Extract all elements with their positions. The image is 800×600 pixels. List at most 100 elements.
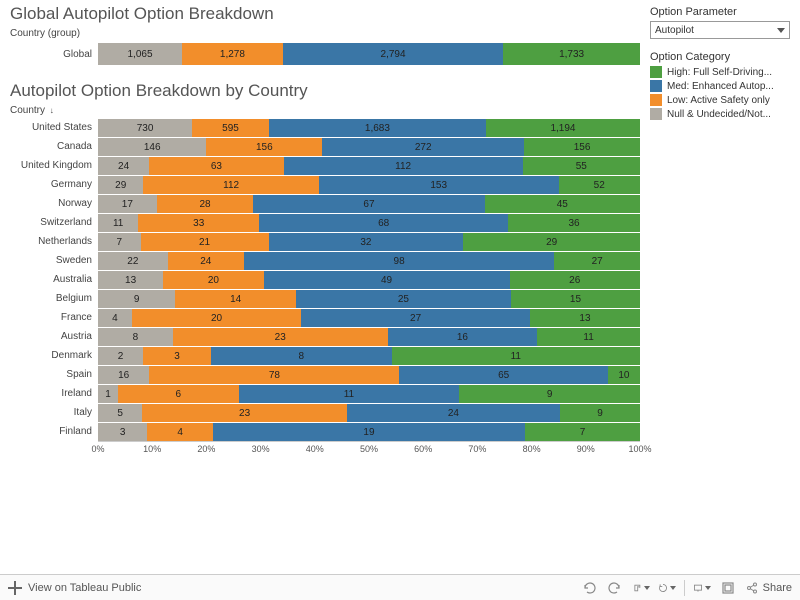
bar-segment-null[interactable]: 3 xyxy=(98,423,147,441)
country-bar[interactable]: 146156272156 xyxy=(98,137,640,156)
bar-segment-high[interactable]: 1,733 xyxy=(503,43,640,65)
bar-segment-med[interactable]: 68 xyxy=(259,214,508,232)
bar-segment-low[interactable]: 4 xyxy=(147,423,213,441)
revert-icon[interactable] xyxy=(632,579,650,597)
bar-segment-med[interactable]: 11 xyxy=(239,385,460,403)
bar-segment-low[interactable]: 23 xyxy=(142,404,346,422)
view-on-tableau[interactable]: View on Tableau Public xyxy=(8,581,141,595)
legend-item[interactable]: Low: Active Safety only xyxy=(650,94,790,106)
country-bar[interactable]: 7213229 xyxy=(98,232,640,251)
country-bar[interactable]: 23811 xyxy=(98,346,640,365)
bar-segment-null[interactable]: 7 xyxy=(98,233,141,251)
country-bar[interactable]: 523249 xyxy=(98,403,640,422)
bar-segment-high[interactable]: 10 xyxy=(608,366,640,384)
bar-segment-med[interactable]: 32 xyxy=(269,233,464,251)
bar-segment-high[interactable]: 29 xyxy=(463,233,640,251)
bar-segment-low[interactable]: 20 xyxy=(163,271,263,289)
bar-segment-low[interactable]: 28 xyxy=(157,195,254,213)
bar-segment-null[interactable]: 1 xyxy=(98,385,118,403)
bar-segment-low[interactable]: 14 xyxy=(175,290,295,308)
bar-segment-med[interactable]: 19 xyxy=(213,423,525,441)
bar-segment-high[interactable]: 11 xyxy=(537,328,640,346)
bar-segment-high[interactable]: 45 xyxy=(485,195,640,213)
country-bar[interactable]: 11336836 xyxy=(98,213,640,232)
bar-segment-high[interactable]: 9 xyxy=(459,385,640,403)
country-bar[interactable]: 17286745 xyxy=(98,194,640,213)
bar-segment-med[interactable]: 27 xyxy=(301,309,530,327)
undo-icon[interactable] xyxy=(580,579,598,597)
country-bar[interactable]: 7305951,6831,194 xyxy=(98,118,640,137)
bar-segment-med[interactable]: 272 xyxy=(322,138,524,156)
bar-segment-high[interactable]: 7 xyxy=(525,423,640,441)
bar-segment-med[interactable]: 49 xyxy=(264,271,510,289)
presentation-icon[interactable] xyxy=(693,579,711,597)
country-bar[interactable]: 2911215352 xyxy=(98,175,640,194)
bar-segment-null[interactable]: 5 xyxy=(98,404,142,422)
bar-segment-null[interactable]: 2 xyxy=(98,347,143,365)
country-bar[interactable]: 9142515 xyxy=(98,289,640,308)
bar-segment-null[interactable]: 8 xyxy=(98,328,173,346)
refresh-icon[interactable] xyxy=(658,579,676,597)
bar-segment-med[interactable]: 98 xyxy=(244,252,555,270)
global-bar[interactable]: 1,0651,2782,7941,733 xyxy=(98,43,640,65)
bar-segment-med[interactable]: 2,794 xyxy=(283,43,503,65)
country-bar[interactable]: 8231611 xyxy=(98,327,640,346)
bar-segment-med[interactable]: 16 xyxy=(388,328,538,346)
bar-segment-low[interactable]: 63 xyxy=(149,157,283,175)
bar-segment-null[interactable]: 29 xyxy=(98,176,143,194)
download-icon[interactable] xyxy=(719,579,737,597)
bar-segment-high[interactable]: 156 xyxy=(524,138,640,156)
bar-segment-high[interactable]: 9 xyxy=(560,404,640,422)
country-bar[interactable]: 16786510 xyxy=(98,365,640,384)
legend-item[interactable]: Med: Enhanced Autop... xyxy=(650,80,790,92)
bar-segment-null[interactable]: 22 xyxy=(98,252,168,270)
bar-segment-low[interactable]: 23 xyxy=(173,328,388,346)
bar-segment-low[interactable]: 20 xyxy=(132,309,301,327)
country-bar[interactable]: 13204926 xyxy=(98,270,640,289)
bar-segment-med[interactable]: 24 xyxy=(347,404,560,422)
bar-segment-med[interactable]: 112 xyxy=(284,157,523,175)
bar-segment-null[interactable]: 16 xyxy=(98,366,149,384)
bar-segment-null[interactable]: 24 xyxy=(98,157,149,175)
share-button[interactable]: Share xyxy=(745,581,792,595)
bar-segment-null[interactable]: 1,065 xyxy=(98,43,182,65)
bar-segment-low[interactable]: 1,278 xyxy=(182,43,283,65)
bar-segment-low[interactable]: 78 xyxy=(149,366,399,384)
bar-segment-null[interactable]: 13 xyxy=(98,271,163,289)
bar-segment-null[interactable]: 9 xyxy=(98,290,175,308)
bar-segment-low[interactable]: 33 xyxy=(138,214,259,232)
bar-segment-med[interactable]: 8 xyxy=(211,347,392,365)
bar-segment-high[interactable]: 27 xyxy=(554,252,640,270)
bar-segment-high[interactable]: 55 xyxy=(523,157,640,175)
bar-segment-null[interactable]: 730 xyxy=(98,119,192,137)
bar-segment-low[interactable]: 24 xyxy=(168,252,244,270)
bar-segment-high[interactable]: 1,194 xyxy=(486,119,640,137)
bar-segment-low[interactable]: 112 xyxy=(143,176,318,194)
country-bar[interactable]: 246311255 xyxy=(98,156,640,175)
bar-segment-low[interactable]: 21 xyxy=(141,233,269,251)
bar-segment-null[interactable]: 11 xyxy=(98,214,138,232)
bar-segment-high[interactable]: 26 xyxy=(510,271,640,289)
bar-segment-med[interactable]: 153 xyxy=(319,176,559,194)
bar-segment-high[interactable]: 36 xyxy=(508,214,640,232)
country-bar[interactable]: 4202713 xyxy=(98,308,640,327)
legend-item[interactable]: High: Full Self-Driving... xyxy=(650,66,790,78)
bar-segment-null[interactable]: 146 xyxy=(98,138,206,156)
param-dropdown[interactable]: Autopilot xyxy=(650,21,790,39)
bar-segment-med[interactable]: 65 xyxy=(399,366,607,384)
bar-segment-high[interactable]: 15 xyxy=(511,290,640,308)
bar-segment-med[interactable]: 25 xyxy=(296,290,511,308)
bar-segment-low[interactable]: 595 xyxy=(192,119,269,137)
country-bar[interactable]: 34197 xyxy=(98,422,640,441)
bar-segment-high[interactable]: 52 xyxy=(559,176,640,194)
sort-icon[interactable]: ↓ xyxy=(50,106,54,115)
bar-segment-high[interactable]: 13 xyxy=(530,309,640,327)
bar-segment-low[interactable]: 6 xyxy=(118,385,238,403)
legend-item[interactable]: Null & Undecided/Not... xyxy=(650,108,790,120)
bar-segment-low[interactable]: 3 xyxy=(143,347,211,365)
bar-segment-med[interactable]: 67 xyxy=(253,195,484,213)
bar-segment-null[interactable]: 4 xyxy=(98,309,132,327)
bar-segment-null[interactable]: 17 xyxy=(98,195,157,213)
redo-icon[interactable] xyxy=(606,579,624,597)
bar-segment-med[interactable]: 1,683 xyxy=(269,119,486,137)
